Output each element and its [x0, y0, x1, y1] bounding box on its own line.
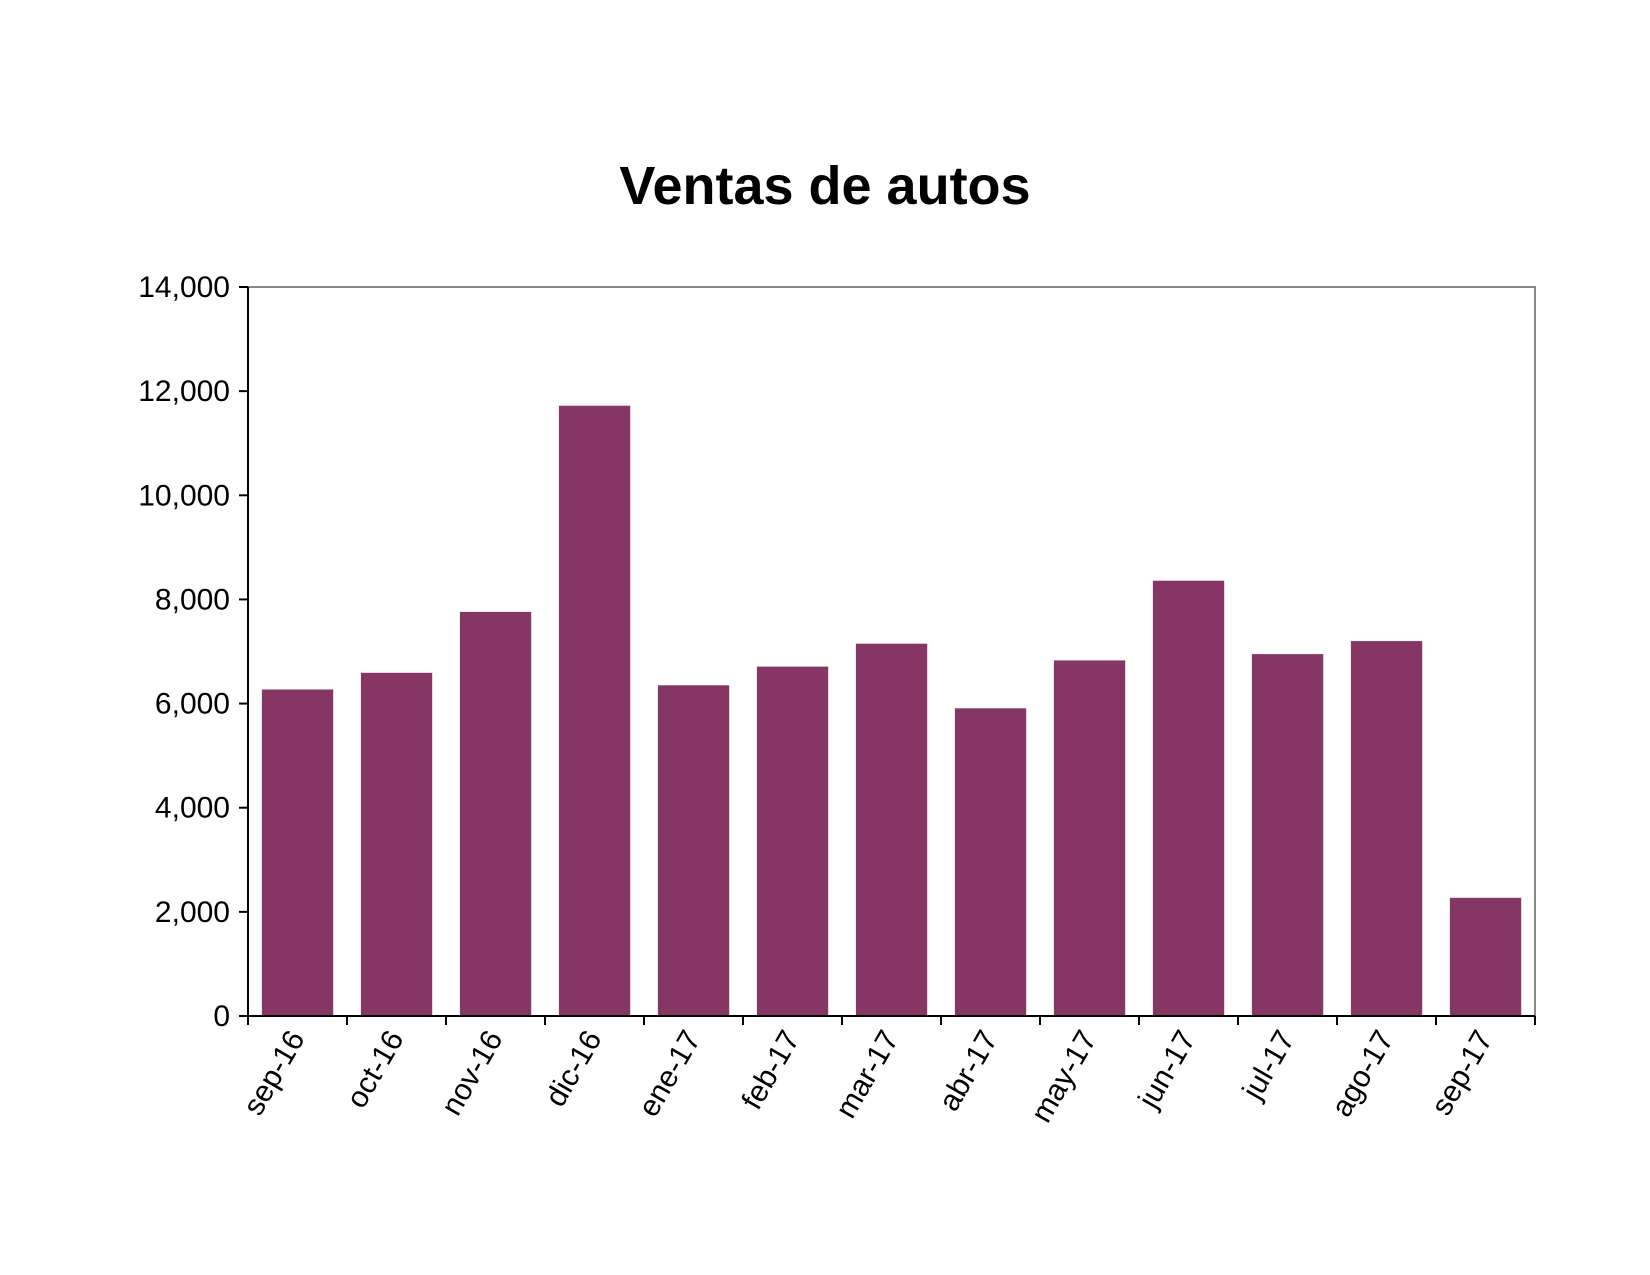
x-tick-label: nov-16	[435, 1025, 509, 1121]
x-tick-label: mar-17	[829, 1025, 905, 1124]
x-tick-label: jul-17	[1236, 1025, 1302, 1106]
x-tick-label: ago-17	[1325, 1025, 1400, 1122]
x-tick-label: may-17	[1025, 1025, 1104, 1128]
bar-ago-17	[1350, 641, 1423, 1016]
x-tick-label: ene-17	[632, 1025, 707, 1122]
x-tick-label: sep-16	[237, 1025, 311, 1121]
x-tick-labels: sep-16 oct-16 nov-16 dic-16 ene-17 feb-17 mar-…	[237, 1025, 1499, 1128]
y-tick-label: 0	[213, 1000, 230, 1033]
y-tick-label: 12,000	[138, 375, 230, 408]
y-tick-label: 2,000	[155, 896, 230, 929]
bars	[261, 405, 1522, 1016]
bar-nov-16	[459, 611, 532, 1016]
bar-dic-16	[558, 405, 631, 1016]
y-tick-label: 8,000	[155, 583, 230, 616]
x-tick-label: sep-17	[1425, 1025, 1499, 1121]
bar-may-17	[1053, 660, 1126, 1016]
bar-mar-17	[855, 643, 928, 1016]
y-tick-label: 4,000	[155, 792, 230, 825]
x-tick-label: jun-17	[1132, 1025, 1203, 1115]
x-tick-label: dic-16	[539, 1025, 608, 1112]
x-tick-label: feb-17	[735, 1025, 806, 1115]
axes	[239, 286, 1536, 1025]
bar-ene-17	[657, 685, 730, 1016]
y-tick-label: 14,000	[138, 271, 230, 304]
y-tick-labels: 0 2,000 4,000 6,000 8,000 10,000 12,000 14,000	[138, 271, 230, 1033]
bar-jul-17	[1251, 654, 1324, 1016]
x-tick-label: abr-17	[933, 1025, 1005, 1117]
y-tick-label: 6,000	[155, 688, 230, 721]
bar-jun-17	[1152, 580, 1225, 1016]
chart-title: Ventas de autos	[619, 156, 1031, 216]
bar-sep-17	[1449, 897, 1522, 1016]
bar-sep-16	[261, 689, 334, 1016]
x-tick-label: oct-16	[340, 1025, 410, 1114]
bar-oct-16	[360, 672, 433, 1016]
bar-feb-17	[756, 666, 829, 1016]
bar-abr-17	[954, 708, 1027, 1016]
y-tick-label: 10,000	[138, 479, 230, 512]
